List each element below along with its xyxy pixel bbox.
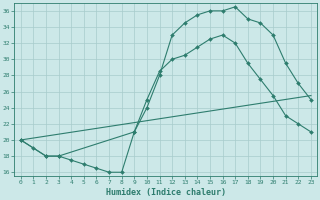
X-axis label: Humidex (Indice chaleur): Humidex (Indice chaleur) — [106, 188, 226, 197]
